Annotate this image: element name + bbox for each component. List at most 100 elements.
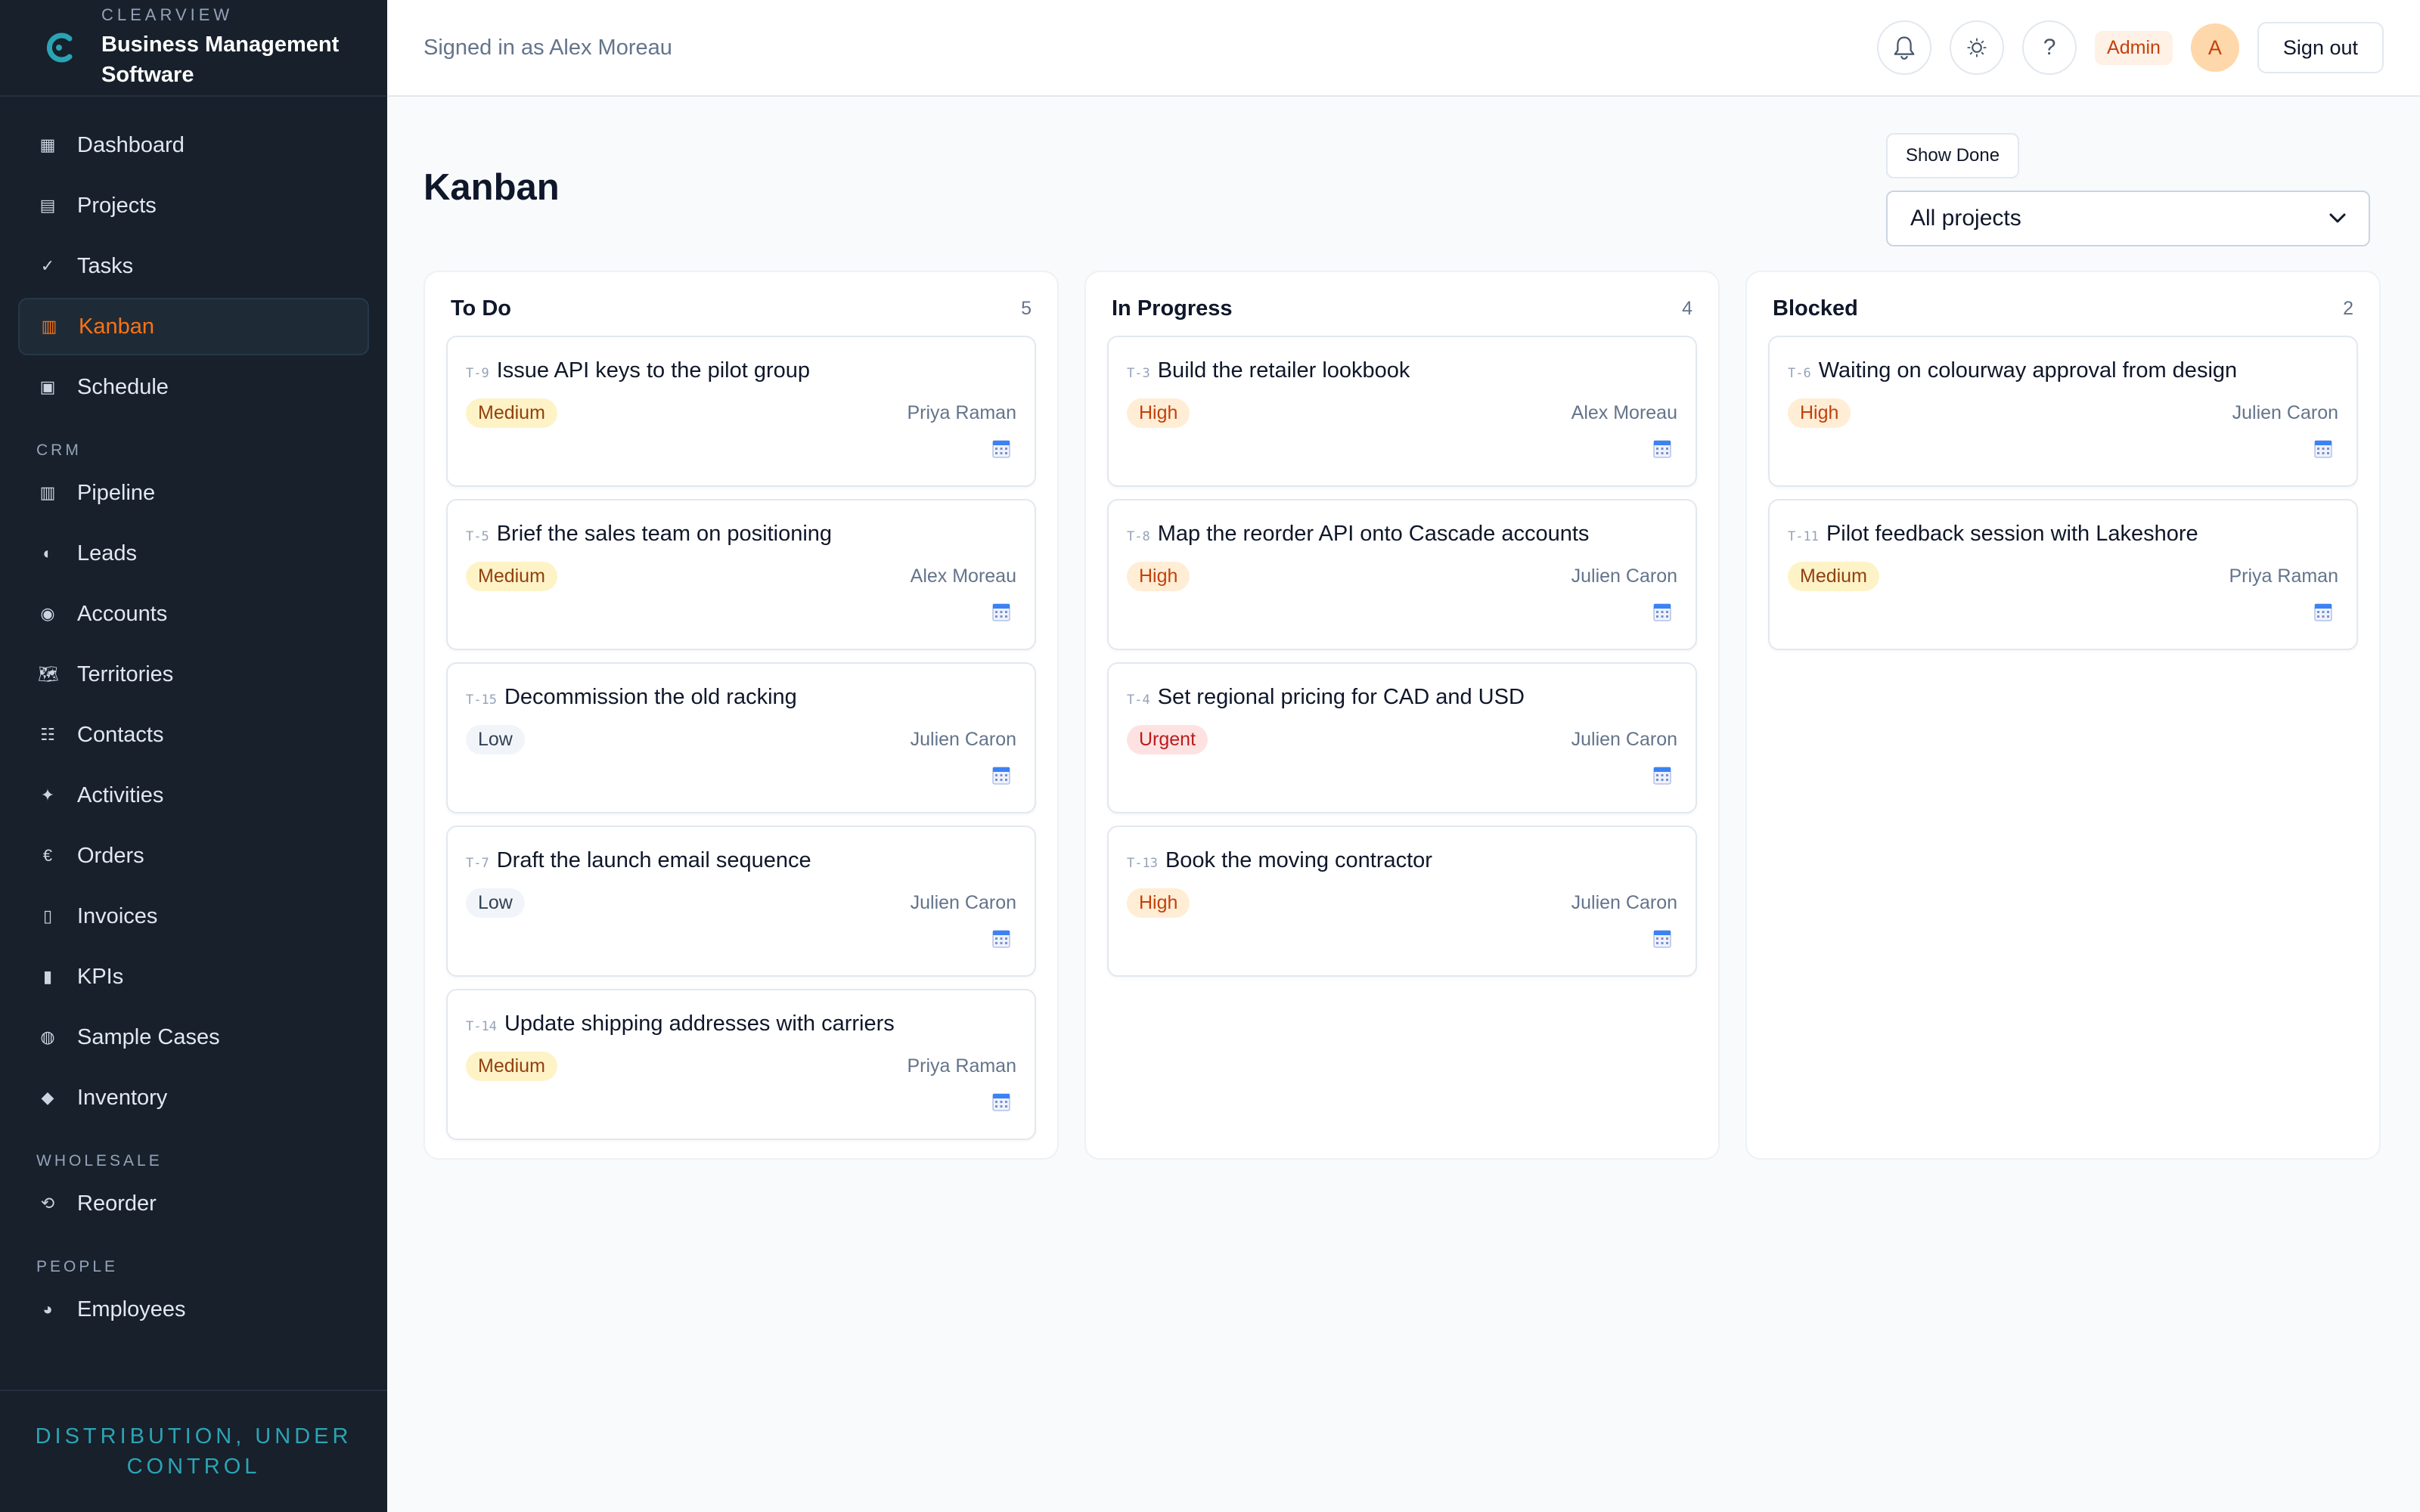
task-id: T-13 bbox=[1127, 856, 1158, 871]
priority-badge: Urgent bbox=[1127, 725, 1208, 754]
sidebar-item-kpis[interactable]: ▮ KPIs bbox=[18, 948, 369, 1005]
sidebar-item-kanban[interactable]: ▥ Kanban bbox=[18, 298, 369, 355]
brand[interactable]: CLEARVIEW Business Management Software bbox=[0, 0, 387, 97]
sidebar-item-label: Reorder bbox=[77, 1191, 157, 1216]
calendar-icon[interactable] bbox=[992, 1092, 1010, 1111]
sidebar-item-contacts[interactable]: ☷ Contacts bbox=[18, 706, 369, 764]
sidebar-item-orders[interactable]: € Orders bbox=[18, 827, 369, 885]
leads-icon: ◐ bbox=[42, 544, 53, 562]
task-assignee: Alex Moreau bbox=[1571, 402, 1677, 423]
task-card[interactable]: T-4 Set regional pricing for CAD and USD U… bbox=[1107, 662, 1697, 813]
sidebar-item-label: Orders bbox=[77, 843, 144, 868]
task-id: T-5 bbox=[466, 529, 489, 544]
calendar-icon[interactable] bbox=[992, 438, 1010, 458]
sidebar-item-invoices[interactable]: ▯ Invoices bbox=[18, 888, 369, 945]
sidebar-item-territories[interactable]: 🗺 Territories bbox=[18, 646, 369, 703]
calendar-icon[interactable] bbox=[992, 765, 1010, 785]
calendar-icon[interactable] bbox=[1653, 765, 1671, 785]
sidebar-item-label: Invoices bbox=[77, 903, 158, 928]
theme-toggle-button[interactable] bbox=[1950, 20, 2005, 75]
bell-icon bbox=[1894, 36, 1915, 60]
column-header: Blocked 2 bbox=[1768, 272, 2358, 336]
task-id: T-6 bbox=[1788, 366, 1811, 381]
sidebar-item-label: Tasks bbox=[77, 253, 134, 278]
reorder-icon: ⟲ bbox=[40, 1194, 55, 1213]
calendar-icon[interactable] bbox=[992, 928, 1010, 948]
task-card[interactable]: T-6 Waiting on colourway approval from de… bbox=[1768, 336, 2358, 487]
calendar-icon[interactable] bbox=[1653, 928, 1671, 948]
activities-icon: ✦ bbox=[40, 785, 55, 804]
help-button[interactable]: ? bbox=[2022, 20, 2077, 75]
calendar-icon[interactable] bbox=[1653, 438, 1671, 458]
task-card[interactable]: T-7 Draft the launch email sequence Low Jul… bbox=[446, 826, 1036, 977]
sidebar-item-schedule[interactable]: ▣ Schedule bbox=[18, 358, 369, 416]
sidebar-item-inventory[interactable]: ◆ Inventory bbox=[18, 1069, 369, 1126]
brand-name-line2: Software bbox=[101, 63, 194, 87]
priority-badge: Medium bbox=[1788, 562, 1879, 591]
sidebar-item-leads[interactable]: ◐ Leads bbox=[18, 525, 369, 582]
task-card[interactable]: T-3 Build the retailer lookbook High Alex M… bbox=[1107, 336, 1697, 487]
contacts-icon: ☷ bbox=[40, 725, 55, 744]
task-card[interactable]: T-14 Update shipping addresses with carri… bbox=[446, 989, 1036, 1140]
column-count: 5 bbox=[1021, 297, 1032, 319]
chevron-down-icon bbox=[2329, 213, 2346, 223]
sidebar-item-accounts[interactable]: ◉ Accounts bbox=[18, 585, 369, 643]
calendar-icon[interactable] bbox=[2314, 438, 2332, 458]
column-title: In Progress bbox=[1112, 296, 1233, 321]
orders-icon: € bbox=[42, 846, 53, 865]
sidebar-item-employees[interactable]: ◕ Employees bbox=[18, 1281, 369, 1338]
kanban-board: To Do 5 T-9 Issue API keys to the pilot gro… bbox=[424, 271, 2384, 1160]
kpis-icon: ▮ bbox=[42, 967, 53, 986]
role-badge: Admin bbox=[2095, 30, 2173, 65]
sidebar-item-label: Schedule bbox=[77, 374, 169, 399]
sidebar-item-label: Leads bbox=[77, 541, 138, 565]
topbar: Signed in as Alex Moreau ? Admin A bbox=[387, 0, 2420, 97]
sidebar-item-label: Employees bbox=[77, 1297, 186, 1321]
sidebar-item-tasks[interactable]: ✓ Tasks bbox=[18, 237, 369, 295]
task-card[interactable]: T-11 Pilot feedback session with Lakeshor… bbox=[1768, 499, 2358, 650]
employees-icon: ◕ bbox=[42, 1300, 53, 1318]
column-to-do: To Do 5 T-9 Issue API keys to the pilot gro… bbox=[424, 271, 1059, 1160]
projects-icon: ▤ bbox=[39, 196, 56, 215]
task-card[interactable]: T-9 Issue API keys to the pilot group Medi… bbox=[446, 336, 1036, 487]
sign-out-button[interactable]: Sign out bbox=[2257, 22, 2384, 73]
task-card[interactable]: T-5 Brief the sales team on positioning Me… bbox=[446, 499, 1036, 650]
column-title: To Do bbox=[451, 296, 511, 321]
sidebar-item-label: Territories bbox=[77, 662, 174, 686]
task-card[interactable]: T-13 Book the moving contractor High Julien… bbox=[1107, 826, 1697, 977]
column-count: 2 bbox=[2343, 297, 2353, 319]
calendar-icon[interactable] bbox=[2314, 602, 2332, 621]
task-card[interactable]: T-15 Decommission the old racking Low Julie… bbox=[446, 662, 1036, 813]
priority-badge: Medium bbox=[466, 1052, 557, 1081]
sidebar: CLEARVIEW Business Management Software ▦… bbox=[0, 0, 387, 1512]
nav-section-crm: CRM bbox=[36, 442, 82, 459]
priority-badge: Low bbox=[466, 888, 525, 918]
task-title: Map the reorder API onto Cascade account… bbox=[1157, 522, 1590, 546]
nav-section-wholesale: WHOLESALE bbox=[36, 1152, 163, 1170]
calendar-icon[interactable] bbox=[992, 602, 1010, 621]
task-id: T-7 bbox=[466, 856, 489, 871]
task-card[interactable]: T-8 Map the reorder API onto Cascade acco… bbox=[1107, 499, 1697, 650]
sidebar-item-label: Inventory bbox=[77, 1085, 168, 1110]
notifications-button[interactable] bbox=[1877, 20, 1932, 75]
priority-badge: High bbox=[1127, 888, 1190, 918]
task-id: T-3 bbox=[1127, 366, 1150, 381]
territories-icon: 🗺 bbox=[38, 665, 59, 683]
brand-eyebrow: CLEARVIEW bbox=[101, 5, 234, 24]
sidebar-item-projects[interactable]: ▤ Projects bbox=[18, 177, 369, 234]
sidebar-item-pipeline[interactable]: ▥ Pipeline bbox=[18, 464, 369, 522]
task-title: Issue API keys to the pilot group bbox=[496, 358, 811, 383]
sidebar-item-activities[interactable]: ✦ Activities bbox=[18, 767, 369, 824]
project-filter-select[interactable]: All projects bbox=[1886, 191, 2370, 246]
show-done-button[interactable]: Show Done bbox=[1886, 133, 2020, 178]
calendar-icon[interactable] bbox=[1653, 602, 1671, 621]
column-header: To Do 5 bbox=[446, 272, 1036, 336]
sidebar-item-sample-cases[interactable]: ◍ Sample Cases bbox=[18, 1009, 369, 1066]
signed-in-text: Signed in as Alex Moreau bbox=[424, 35, 672, 60]
sidebar-item-label: Dashboard bbox=[77, 132, 185, 157]
sidebar-item-label: KPIs bbox=[77, 964, 124, 989]
avatar[interactable]: A bbox=[2190, 23, 2239, 72]
sidebar-item-label: Sample Cases bbox=[77, 1024, 220, 1049]
sidebar-item-reorder[interactable]: ⟲ Reorder bbox=[18, 1175, 369, 1232]
sidebar-item-dashboard[interactable]: ▦ Dashboard bbox=[18, 116, 369, 174]
